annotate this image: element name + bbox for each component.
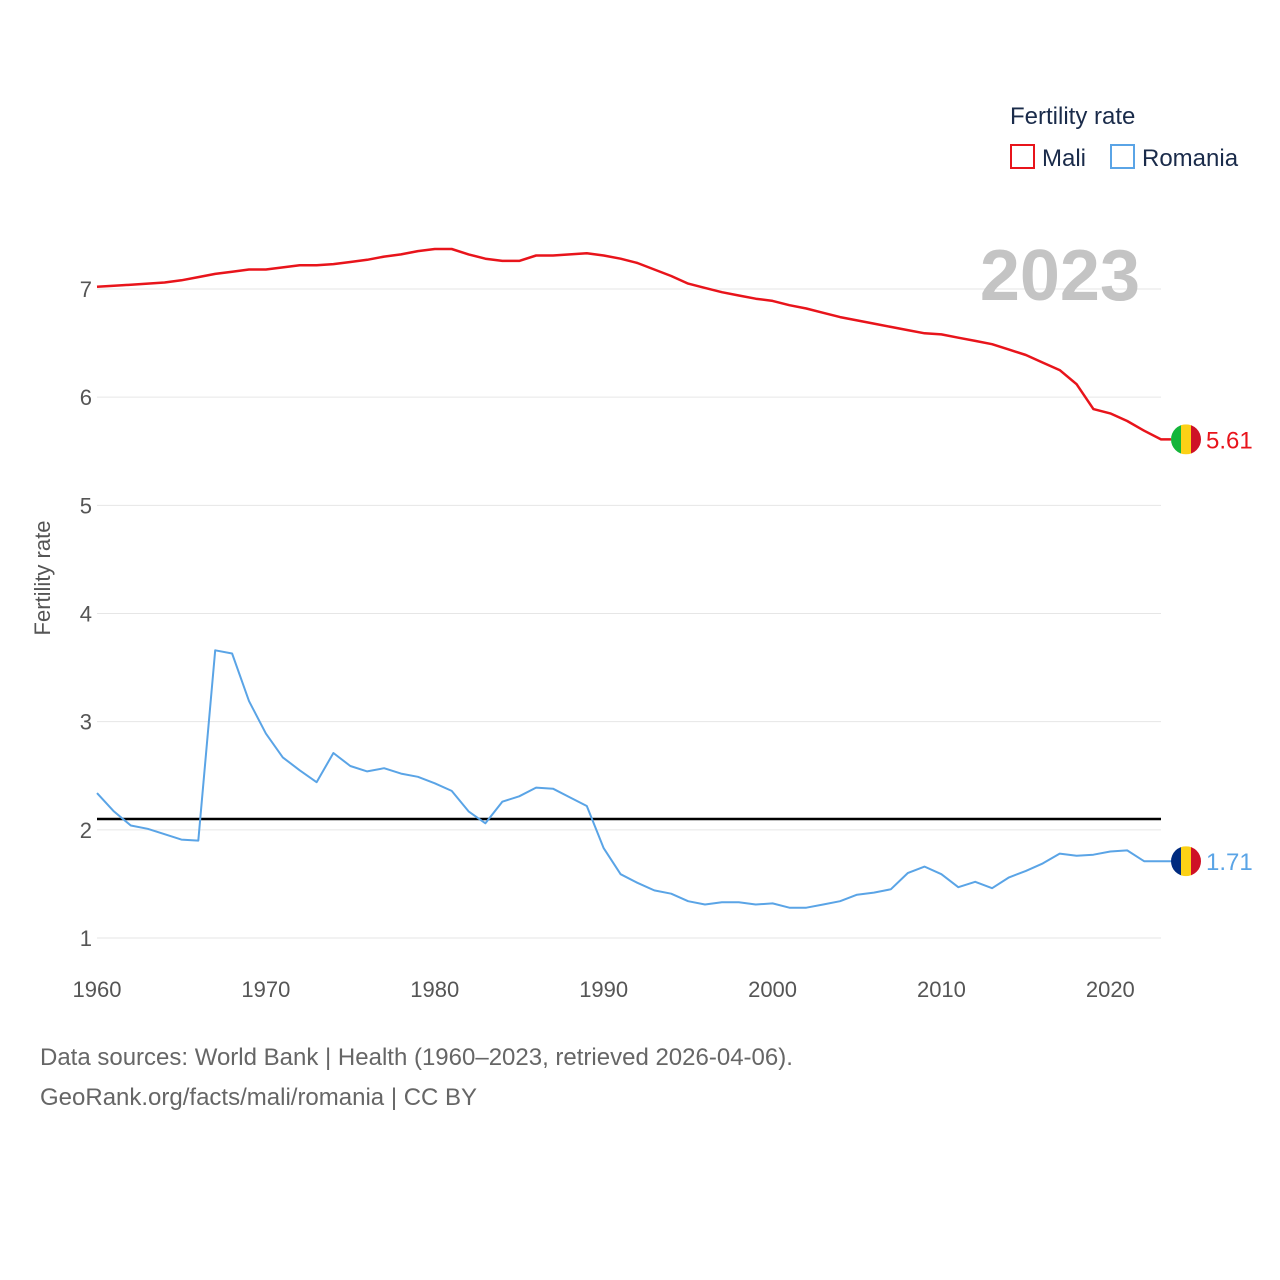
- footer-attribution[interactable]: GeoRank.org/facts/mali/romania | CC BY: [40, 1084, 478, 1111]
- y-axis-ticks: 1 2 3 4 5 6 7: [80, 277, 92, 951]
- x-tick-label: 2010: [917, 977, 966, 1002]
- legend-item-romania[interactable]: Romania: [1110, 144, 1239, 172]
- x-axis-ticks: 1960 1970 1980 1990 2000 2010 2020: [73, 977, 1135, 1002]
- x-tick-label: 2000: [748, 977, 797, 1002]
- grid-lines: [97, 288, 1161, 939]
- flag-icon-mali: [1171, 424, 1201, 455]
- y-tick-label: 6: [80, 385, 92, 410]
- x-tick-label: 1980: [410, 977, 459, 1002]
- series-line-mali[interactable]: [96, 247, 1171, 441]
- year-label: 2023: [980, 236, 1140, 316]
- legend-swatch-romania: [1110, 144, 1135, 169]
- y-tick-label: 3: [80, 710, 92, 735]
- x-tick-label: 1990: [579, 977, 628, 1002]
- legend-swatch-mali: [1010, 144, 1035, 169]
- x-tick-label: 2020: [1086, 977, 1135, 1002]
- end-label-romania: 1.71: [1206, 849, 1253, 876]
- flag-icon-romania: [1171, 846, 1201, 877]
- legend: Fertility rate Mali Romania: [1010, 103, 1239, 172]
- legend-item-mali[interactable]: Mali: [1010, 144, 1086, 172]
- series-line-romania[interactable]: [96, 649, 1171, 909]
- x-tick-label: 1960: [73, 977, 122, 1002]
- end-label-mali: 5.61: [1206, 427, 1253, 454]
- series-lines: [96, 247, 1171, 909]
- y-tick-label: 7: [80, 277, 92, 302]
- y-tick-label: 1: [80, 926, 92, 951]
- legend-title: Fertility rate: [1010, 103, 1135, 130]
- legend-label-romania: Romania: [1142, 145, 1239, 172]
- y-tick-label: 5: [80, 493, 92, 518]
- y-tick-label: 4: [80, 602, 92, 627]
- end-markers: 5.61 1.71: [1171, 424, 1253, 877]
- y-tick-label: 2: [80, 818, 92, 843]
- footer-sources: Data sources: World Bank | Health (1960–…: [40, 1044, 793, 1071]
- legend-label-mali: Mali: [1042, 145, 1086, 172]
- line-chart: 1 2 3 4 5 6 7 1960 1970 1980 1990 2000 2010 2020 202…: [30, 103, 1253, 1002]
- x-tick-label: 1970: [241, 977, 290, 1002]
- y-axis-title: Fertility rate: [30, 521, 55, 636]
